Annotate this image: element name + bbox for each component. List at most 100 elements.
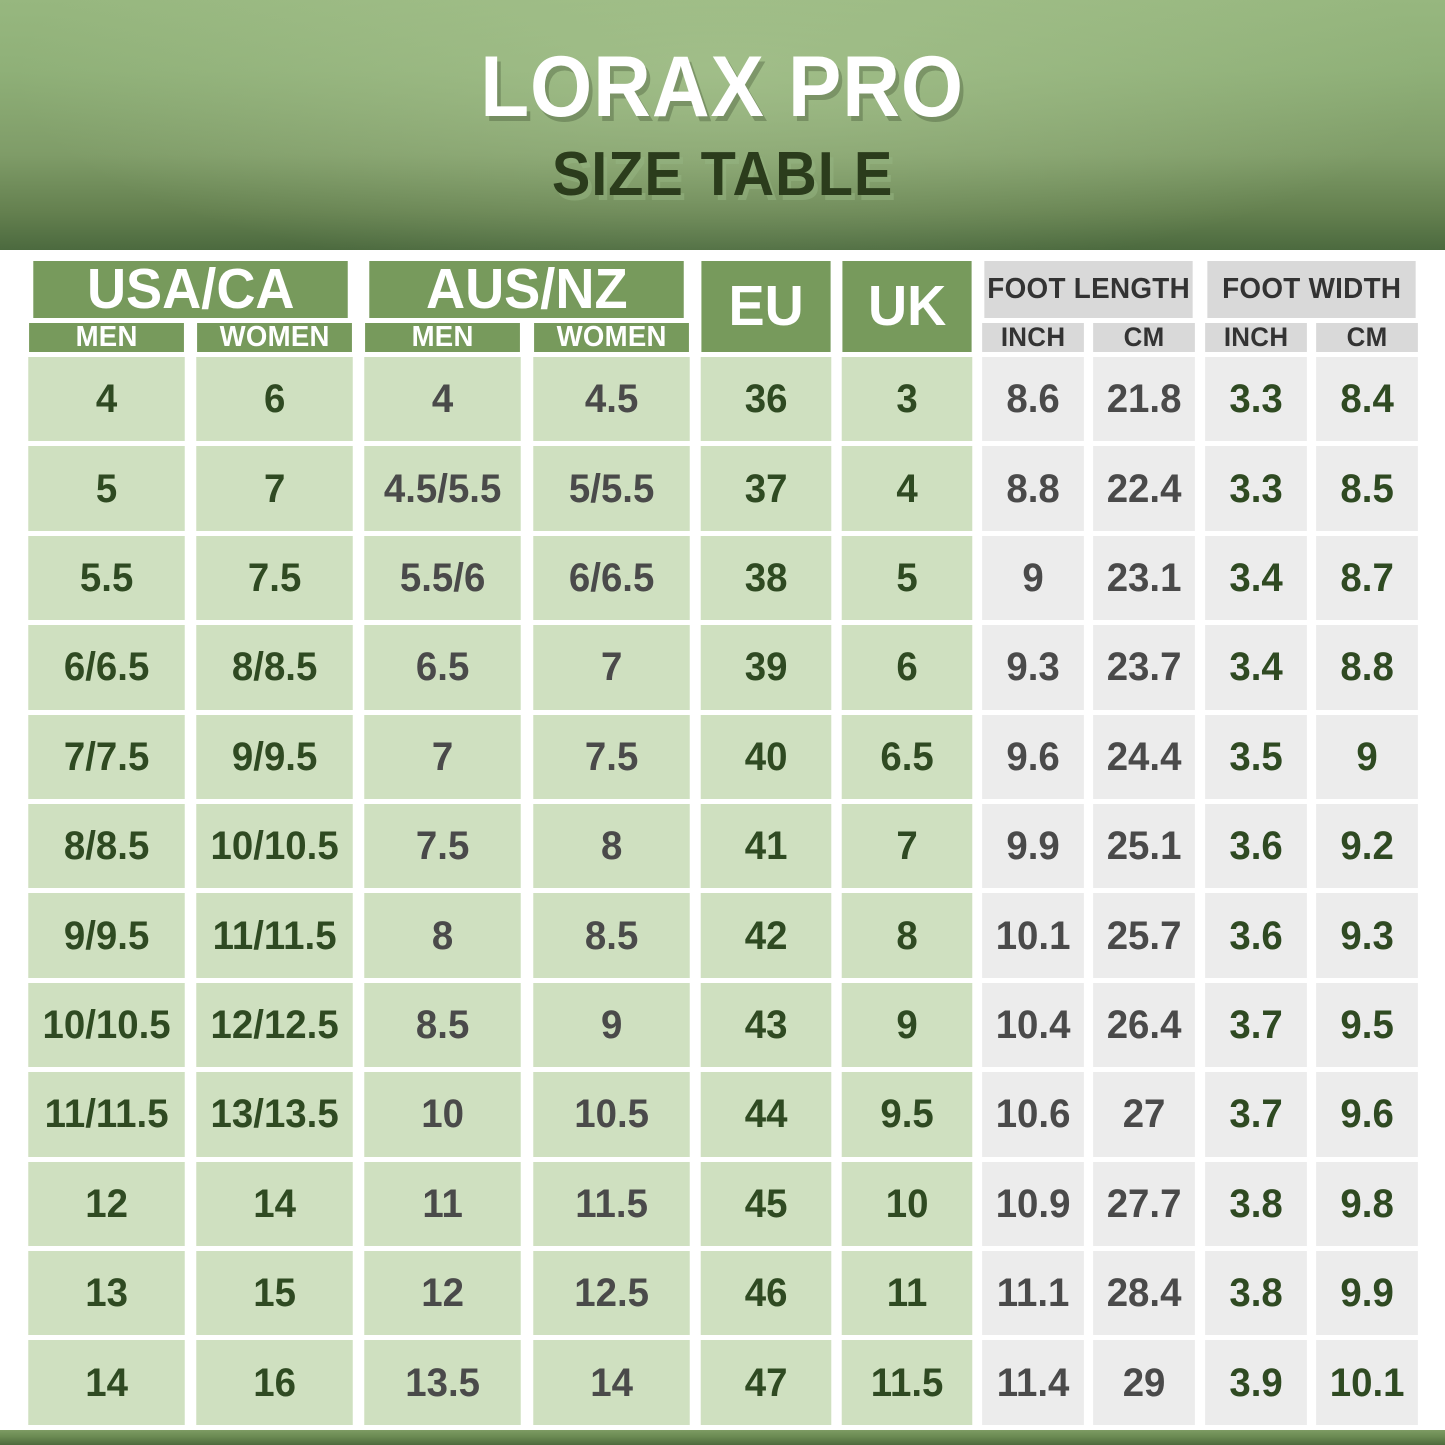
cell-foot-width-inch: 3.5 xyxy=(1204,714,1307,800)
cell-foot-length-inch: 10.6 xyxy=(982,1072,1085,1157)
cell-eu: 38 xyxy=(700,535,832,621)
cell-usa-women: 16 xyxy=(196,1340,354,1425)
cell-foot-length-cm: 28.4 xyxy=(1093,1251,1196,1336)
cell-eu: 36 xyxy=(700,357,832,442)
cell-uk: 4 xyxy=(841,446,973,531)
cell-foot-length-cm: 22.4 xyxy=(1093,446,1196,531)
cell-usa-women: 8/8.5 xyxy=(196,625,354,710)
cell-usa-men: 10/10.5 xyxy=(28,982,185,1068)
page-title: LORAX PRO xyxy=(480,39,965,135)
cell-foot-length-cm: 25.7 xyxy=(1093,893,1196,978)
cell-foot-length-inch: 11.1 xyxy=(982,1251,1085,1336)
sub-header-usa-men: MEN xyxy=(29,323,185,352)
cell-aus-men: 6.5 xyxy=(364,625,522,710)
cell-aus-women: 5/5.5 xyxy=(532,446,690,531)
table-row: 10/10.5 12/12.5 8.5 9 43 9 10.4 26.4 3.7 9.5 xyxy=(25,982,1420,1068)
cell-foot-length-inch: 10.9 xyxy=(982,1161,1085,1247)
cell-eu: 44 xyxy=(700,1072,832,1157)
cell-usa-women: 11/11.5 xyxy=(196,893,354,978)
cell-uk: 8 xyxy=(841,893,973,978)
cell-usa-men: 7/7.5 xyxy=(28,714,185,800)
cell-foot-length-cm: 25.1 xyxy=(1093,804,1196,889)
sub-header-foot-width-cm: CM xyxy=(1315,323,1418,352)
footer-bar xyxy=(0,1430,1445,1445)
cell-foot-width-inch: 3.7 xyxy=(1204,982,1307,1068)
table-row: 11/11.5 13/13.5 10 10.5 44 9.5 10.6 27 3.7 9.6 xyxy=(25,1072,1420,1157)
cell-aus-men: 4 xyxy=(364,357,522,442)
cell-uk: 3 xyxy=(841,357,973,442)
cell-foot-length-inch: 9 xyxy=(982,535,1085,621)
group-header-eu: EU xyxy=(701,261,831,352)
cell-usa-women: 10/10.5 xyxy=(196,804,354,889)
cell-foot-length-cm: 23.1 xyxy=(1093,535,1196,621)
cell-usa-men: 12 xyxy=(28,1161,185,1247)
cell-foot-width-inch: 3.4 xyxy=(1204,625,1307,710)
cell-aus-men: 8.5 xyxy=(364,982,522,1068)
cell-usa-men: 5 xyxy=(28,446,185,531)
cell-aus-women: 7.5 xyxy=(532,714,690,800)
group-header-usa-ca: USA/CA xyxy=(33,261,349,318)
sub-header-foot-length-cm: CM xyxy=(1093,323,1196,352)
cell-foot-length-cm: 23.7 xyxy=(1093,625,1196,710)
cell-usa-women: 7 xyxy=(196,446,354,531)
table-row: 5 7 4.5/5.5 5/5.5 37 4 8.8 22.4 3.3 8.5 xyxy=(25,446,1420,531)
cell-uk: 11 xyxy=(841,1251,973,1336)
cell-uk: 6 xyxy=(841,625,973,710)
cell-usa-men: 13 xyxy=(28,1251,185,1336)
cell-foot-length-cm: 21.8 xyxy=(1093,357,1196,442)
cell-foot-length-cm: 29 xyxy=(1093,1340,1196,1425)
cell-usa-women: 15 xyxy=(196,1251,354,1336)
table-row: 13 15 12 12.5 46 11 11.1 28.4 3.8 9.9 xyxy=(25,1251,1420,1336)
cell-foot-width-inch: 3.3 xyxy=(1204,357,1307,442)
cell-aus-men: 7.5 xyxy=(364,804,522,889)
group-header-uk: UK xyxy=(842,261,972,352)
cell-foot-length-inch: 8.6 xyxy=(982,357,1085,442)
sub-header-aus-men: MEN xyxy=(365,323,521,352)
table-row: 9/9.5 11/11.5 8 8.5 42 8 10.1 25.7 3.6 9.3 xyxy=(25,893,1420,978)
sub-header-aus-women: WOMEN xyxy=(533,323,689,352)
cell-aus-men: 13.5 xyxy=(364,1340,522,1425)
cell-foot-length-inch: 8.8 xyxy=(982,446,1085,531)
cell-eu: 37 xyxy=(700,446,832,531)
cell-aus-women: 8.5 xyxy=(532,893,690,978)
cell-aus-women: 14 xyxy=(532,1340,690,1425)
table-container: USA/CA AUS/NZ EU UK FOOT LENGTH FOOT WID… xyxy=(0,250,1445,1430)
cell-foot-width-cm: 9.6 xyxy=(1315,1072,1418,1157)
table-row: 14 16 13.5 14 47 11.5 11.4 29 3.9 10.1 xyxy=(25,1340,1420,1425)
cell-usa-women: 13/13.5 xyxy=(196,1072,354,1157)
cell-aus-women: 9 xyxy=(532,982,690,1068)
cell-foot-width-cm: 9 xyxy=(1315,714,1418,800)
table-body: 4 6 4 4.5 36 3 8.6 21.8 3.3 8.4 5 7 4.5/5.5 5/5.5 37 4 8… xyxy=(25,357,1420,1425)
cell-aus-women: 7 xyxy=(532,625,690,710)
table-row: 7/7.5 9/9.5 7 7.5 40 6.5 9.6 24.4 3.5 9 xyxy=(25,714,1420,800)
cell-usa-women: 7.5 xyxy=(196,535,354,621)
page-subtitle: SIZE TABLE xyxy=(551,140,894,209)
cell-uk: 5 xyxy=(841,535,973,621)
cell-aus-women: 12.5 xyxy=(532,1251,690,1336)
cell-usa-women: 14 xyxy=(196,1161,354,1247)
cell-foot-length-inch: 11.4 xyxy=(982,1340,1085,1425)
cell-aus-women: 4.5 xyxy=(532,357,690,442)
header-banner: LORAX PRO SIZE TABLE xyxy=(0,0,1445,250)
cell-aus-men: 11 xyxy=(364,1161,522,1247)
cell-foot-width-cm: 8.8 xyxy=(1315,625,1418,710)
group-header-foot-length: FOOT LENGTH xyxy=(984,261,1194,318)
cell-foot-width-inch: 3.9 xyxy=(1204,1340,1307,1425)
cell-usa-men: 4 xyxy=(28,357,185,442)
cell-eu: 42 xyxy=(700,893,832,978)
cell-foot-width-cm: 9.9 xyxy=(1315,1251,1418,1336)
cell-uk: 10 xyxy=(841,1161,973,1247)
cell-uk: 6.5 xyxy=(841,714,973,800)
group-header-foot-width: FOOT WIDTH xyxy=(1206,261,1416,318)
cell-foot-width-cm: 8.5 xyxy=(1315,446,1418,531)
cell-eu: 46 xyxy=(700,1251,832,1336)
cell-foot-width-inch: 3.8 xyxy=(1204,1251,1307,1336)
cell-uk: 9 xyxy=(841,982,973,1068)
group-header-aus-nz: AUS/NZ xyxy=(369,261,685,318)
cell-aus-women: 11.5 xyxy=(532,1161,690,1247)
cell-usa-men: 8/8.5 xyxy=(28,804,185,889)
table-row: 8/8.5 10/10.5 7.5 8 41 7 9.9 25.1 3.6 9.2 xyxy=(25,804,1420,889)
cell-usa-men: 6/6.5 xyxy=(28,625,185,710)
cell-usa-men: 14 xyxy=(28,1340,185,1425)
